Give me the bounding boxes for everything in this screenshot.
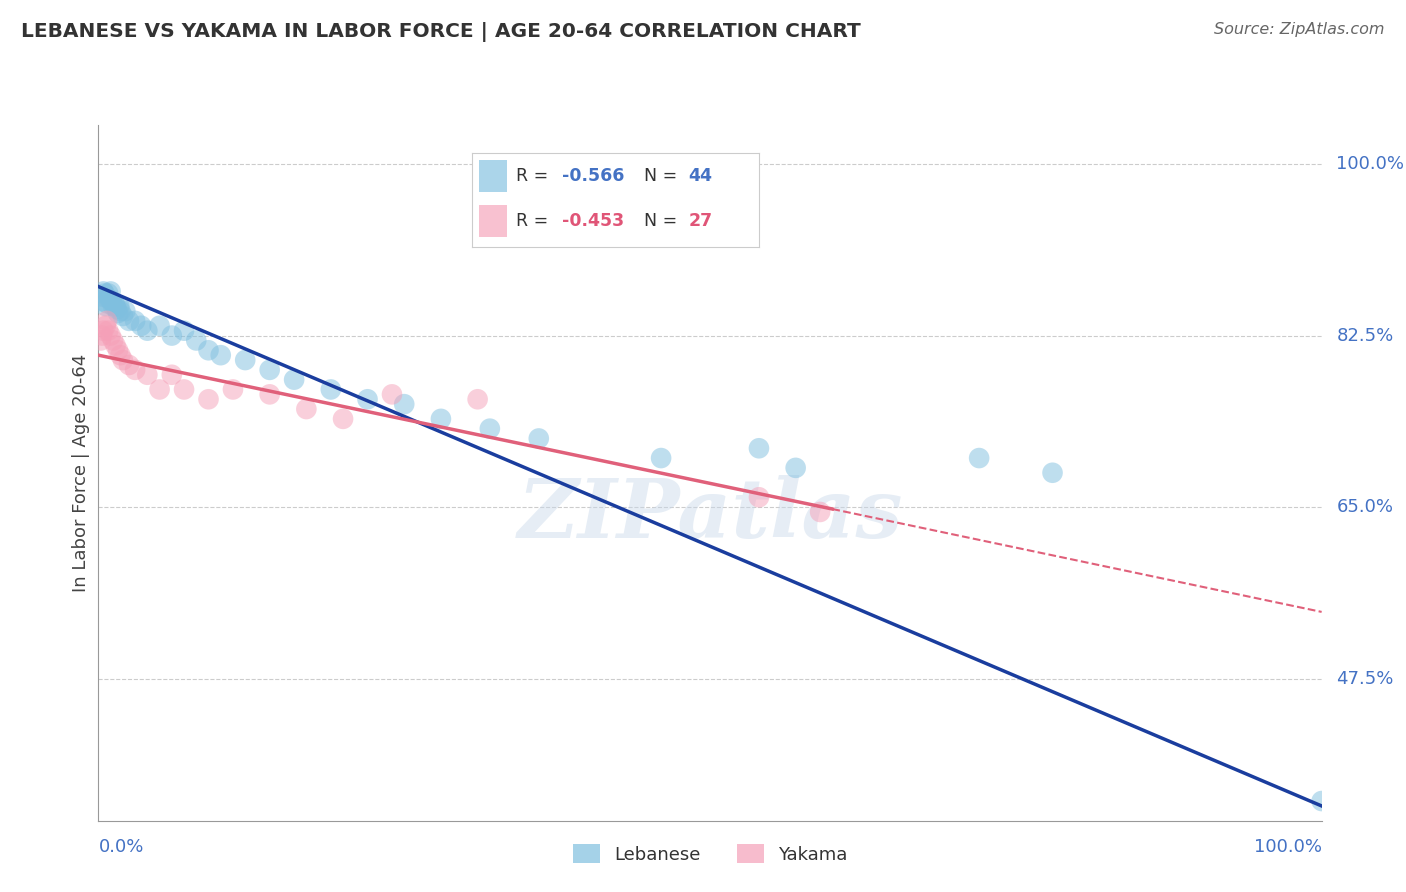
Point — [124, 363, 146, 377]
Text: 82.5%: 82.5% — [1336, 326, 1393, 344]
Point — [332, 412, 354, 426]
Point — [967, 451, 990, 466]
Text: LEBANESE VS YAKAMA IN LABOR FORCE | AGE 20-64 CORRELATION CHART: LEBANESE VS YAKAMA IN LABOR FORCE | AGE … — [21, 22, 860, 42]
Point — [197, 343, 219, 358]
Point — [1310, 794, 1333, 808]
Text: Source: ZipAtlas.com: Source: ZipAtlas.com — [1215, 22, 1385, 37]
Point — [149, 383, 172, 397]
Point — [197, 392, 219, 407]
Point — [91, 324, 114, 338]
Point — [173, 383, 195, 397]
Point — [91, 285, 114, 299]
Point — [118, 314, 141, 328]
Point — [108, 299, 131, 313]
Point — [94, 318, 117, 333]
Point — [93, 286, 115, 301]
Point — [381, 387, 404, 401]
Point — [129, 318, 152, 333]
Point — [748, 442, 770, 456]
Point — [114, 304, 136, 318]
Point — [392, 397, 416, 411]
Point — [527, 432, 550, 446]
Point — [100, 328, 122, 343]
Text: ZIPatlas: ZIPatlas — [517, 475, 903, 555]
Point — [160, 328, 183, 343]
Point — [209, 348, 232, 362]
Point — [356, 392, 378, 407]
Point — [101, 334, 124, 348]
Point — [785, 461, 807, 475]
Point — [295, 402, 318, 417]
Text: 100.0%: 100.0% — [1254, 838, 1322, 856]
Point — [90, 289, 112, 303]
Point — [478, 422, 501, 436]
Text: 65.0%: 65.0% — [1336, 498, 1393, 516]
Point — [110, 304, 132, 318]
Text: 47.5%: 47.5% — [1336, 670, 1393, 688]
Point — [96, 314, 118, 328]
Point — [110, 348, 132, 362]
Point — [259, 363, 281, 377]
Point — [105, 302, 128, 317]
Point — [101, 294, 124, 309]
Point — [118, 358, 141, 372]
Point — [259, 387, 281, 401]
Point — [186, 334, 208, 348]
Point — [808, 505, 831, 519]
Point — [748, 490, 770, 504]
Point — [222, 383, 245, 397]
Point — [319, 383, 342, 397]
Point — [101, 299, 124, 313]
Point — [98, 293, 121, 307]
Point — [136, 368, 159, 382]
Point — [111, 353, 134, 368]
Point — [430, 412, 453, 426]
Point — [136, 324, 159, 338]
Y-axis label: In Labor Force | Age 20-64: In Labor Force | Age 20-64 — [72, 353, 90, 592]
Point — [107, 343, 129, 358]
Point — [124, 314, 146, 328]
Point — [283, 373, 305, 387]
Point — [104, 338, 127, 352]
Point — [1042, 466, 1064, 480]
Point — [104, 299, 127, 313]
Point — [467, 392, 489, 407]
Point — [97, 324, 120, 338]
Point — [149, 318, 172, 333]
Point — [94, 299, 117, 313]
Point — [91, 294, 114, 309]
Point — [96, 296, 118, 310]
Point — [233, 353, 256, 368]
Point — [107, 306, 129, 320]
Point — [100, 285, 122, 299]
Point — [173, 324, 195, 338]
Point — [160, 368, 183, 382]
Point — [650, 451, 672, 466]
Point — [97, 286, 120, 301]
Point — [111, 309, 134, 323]
Point — [90, 334, 112, 348]
Point — [91, 328, 114, 343]
Text: 100.0%: 100.0% — [1336, 155, 1405, 173]
Text: 0.0%: 0.0% — [98, 838, 143, 856]
Point — [103, 296, 125, 310]
Legend: Lebanese, Yakama: Lebanese, Yakama — [572, 845, 848, 863]
